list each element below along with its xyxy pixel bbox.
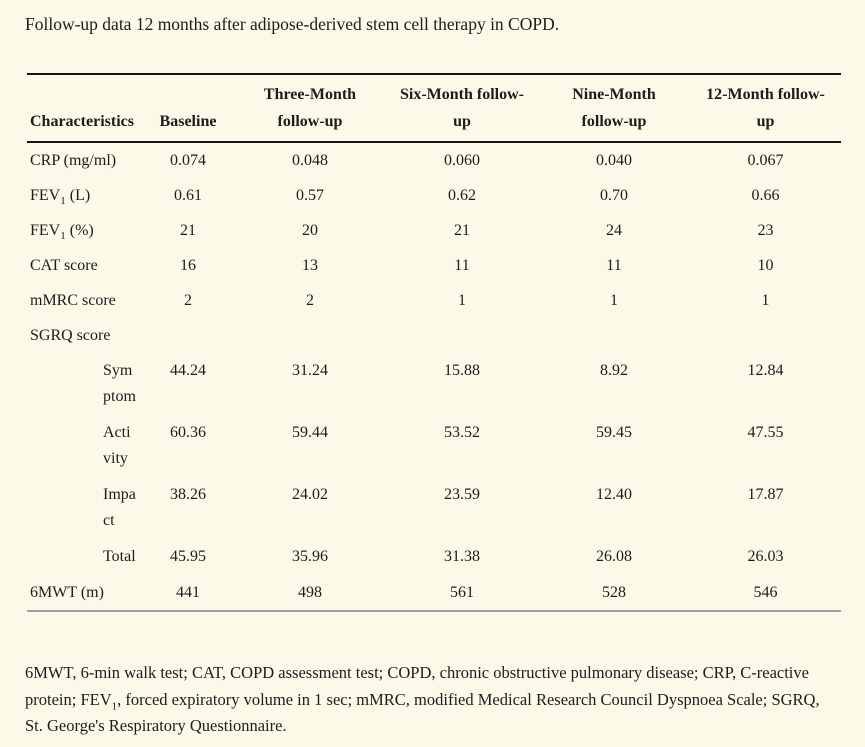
cell-value: 0.57	[296, 187, 324, 204]
cell-value: 53.52	[444, 424, 480, 441]
cell-value: 47.55	[747, 424, 784, 441]
row-label: Impa ct	[103, 486, 136, 529]
cell-value: 12.40	[596, 486, 632, 503]
cell-value	[690, 318, 841, 353]
cell-value: 0.61	[174, 187, 202, 204]
table-row-fev1-l: FEV1 (L) 0.61 0.57 0.62 0.70 0.66	[27, 178, 841, 213]
table-row-cat: CAT score 16 13 11 11 10	[27, 248, 841, 283]
table-row-sgrq-symptom: Sym ptom 44.24 31.24 15.88 8.92 12.84	[27, 353, 841, 415]
table-row-sgrq-impact: Impa ct 38.26 24.02 23.59 12.40 17.87	[27, 477, 841, 539]
cell-value: 23	[757, 222, 774, 239]
cell-value: 0.060	[444, 152, 480, 169]
table-row-sgrq-total: Total 45.95 35.96 31.38 26.08 26.03	[27, 539, 841, 575]
cell-value: 1	[761, 292, 770, 309]
cell-value: 8.92	[600, 362, 628, 379]
cell-value: 21	[180, 222, 196, 239]
cell-value: 0.048	[292, 152, 328, 169]
row-label: Acti vity	[103, 424, 131, 467]
table-row-sgrq-activity: Acti vity 60.36 59.44 53.52 59.45 47.55	[27, 415, 841, 477]
table-row-fev1-pct: FEV1 (%) 21 20 21 24 23	[27, 213, 841, 248]
cell-value: 0.067	[747, 152, 784, 169]
table-header: Characteristics Baseline Three-Month foll…	[27, 74, 841, 142]
cell-value: 24	[606, 222, 622, 239]
col-header-three-month: Three-Month follow-up	[263, 86, 357, 130]
col-header-nine-month: Nine-Month follow-up	[572, 86, 656, 130]
cell-value: 44.24	[170, 362, 206, 379]
followup-table: Characteristics Baseline Three-Month foll…	[27, 73, 841, 612]
cell-value: 12.84	[747, 362, 784, 379]
row-label: FEV1 (%)	[30, 222, 94, 243]
cell-value: 26.08	[596, 548, 632, 565]
row-label: mMRC score	[30, 292, 116, 309]
cell-value: 1	[610, 292, 618, 309]
cell-value: 21	[454, 222, 470, 239]
cell-value: 20	[302, 222, 318, 239]
cell-value: 35.96	[292, 548, 328, 565]
table-row-mmrc: mMRC score 2 2 1 1 1	[27, 283, 841, 318]
row-label: 6MWT (m)	[30, 584, 104, 601]
cell-value	[234, 318, 386, 353]
cell-value: 498	[298, 584, 322, 601]
cell-value: 26.03	[747, 548, 784, 565]
cell-value: 17.87	[747, 486, 784, 503]
cell-value: 31.38	[444, 548, 480, 565]
cell-value: 31.24	[292, 362, 328, 379]
cell-value: 561	[450, 584, 474, 601]
cell-value: 11	[606, 257, 622, 274]
cell-value: 38.26	[170, 486, 206, 503]
cell-value	[538, 318, 690, 353]
cell-value: 0.70	[600, 187, 628, 204]
row-label: Total	[103, 548, 136, 565]
cell-value: 16	[180, 257, 196, 274]
cell-value: 2	[306, 292, 314, 309]
cell-value: 441	[176, 584, 200, 601]
cell-value: 60.36	[170, 424, 206, 441]
col-header-twelve-month: 12-Month follow-up	[706, 86, 825, 130]
cell-value: 59.45	[596, 424, 632, 441]
cell-value: 15.88	[444, 362, 480, 379]
cell-value: 13	[302, 257, 318, 274]
cell-value: 45.95	[170, 548, 206, 565]
cell-value: 11	[454, 257, 470, 274]
col-header-six-month: Six-Month follow-up	[400, 86, 524, 130]
cell-value: 1	[458, 292, 466, 309]
row-label: CRP (mg/ml)	[30, 152, 117, 169]
row-label: Sym ptom	[103, 362, 136, 405]
col-header-baseline: Baseline	[159, 113, 217, 130]
header-row: Characteristics Baseline Three-Month foll…	[27, 74, 841, 142]
table-row-crp: CRP (mg/ml) 0.074 0.048 0.060 0.040 0.06…	[27, 142, 841, 178]
col-header-characteristics: Characteristics	[30, 113, 134, 130]
row-label: CAT score	[30, 257, 98, 274]
table-body: CRP (mg/ml) 0.074 0.048 0.060 0.040 0.06…	[27, 142, 841, 611]
table-footnote: 6MWT, 6-min walk test; CAT, COPD assessm…	[25, 663, 820, 735]
cell-value: 0.62	[448, 187, 476, 204]
cell-value: 546	[753, 584, 778, 601]
cell-value: 0.074	[170, 152, 206, 169]
table-caption: Follow-up data 12 months after adipose-d…	[25, 14, 560, 34]
cell-value: 59.44	[292, 424, 328, 441]
cell-value: 2	[184, 292, 192, 309]
row-label: FEV1 (L)	[30, 187, 91, 208]
cell-value	[142, 318, 234, 353]
cell-value: 0.040	[596, 152, 632, 169]
cell-value	[386, 318, 538, 353]
cell-value: 528	[602, 584, 626, 601]
cell-value: 24.02	[292, 486, 328, 503]
cell-value: 10	[757, 257, 774, 274]
row-label: SGRQ score	[30, 327, 111, 344]
table-row-sgrq-section: SGRQ score	[27, 318, 841, 353]
table-row-6mwt: 6MWT (m) 441 498 561 528 546	[27, 575, 841, 611]
cell-value: 23.59	[444, 486, 480, 503]
cell-value: 0.66	[751, 187, 780, 204]
